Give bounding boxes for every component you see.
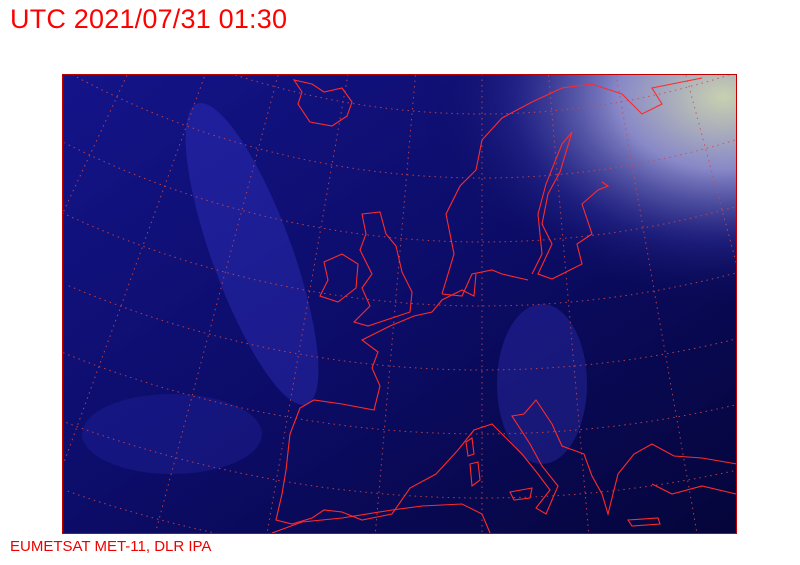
coast-sicily — [509, 487, 533, 501]
coast-scandinavia — [441, 77, 703, 297]
coast-corsica — [465, 437, 475, 457]
coast-iceland — [292, 79, 353, 127]
coast-crete — [627, 517, 661, 527]
coast-britain — [352, 211, 413, 327]
coast-turkey — [651, 483, 737, 495]
graticule-parallel — [234, 74, 730, 115]
coast-north-africa — [271, 503, 491, 534]
coast-ireland — [319, 253, 359, 303]
graticule-parallel — [62, 351, 735, 435]
coastlines — [271, 77, 737, 534]
satellite-map — [62, 74, 737, 534]
graticule-meridian — [615, 74, 698, 532]
graticule — [62, 74, 737, 534]
graticule-parallel — [72, 74, 735, 179]
timestamp-title: UTC 2021/07/31 01:30 — [10, 4, 288, 34]
coast-continent — [275, 273, 737, 525]
coast-baltic — [537, 131, 610, 280]
map-frame — [62, 74, 737, 534]
coast-sardinia — [469, 461, 481, 488]
graticule-meridian — [62, 75, 128, 214]
cloud-northeast — [62, 74, 737, 534]
graticule-meridian — [266, 74, 349, 532]
image-credit: EUMETSAT MET-11, DLR IPA — [10, 538, 212, 555]
